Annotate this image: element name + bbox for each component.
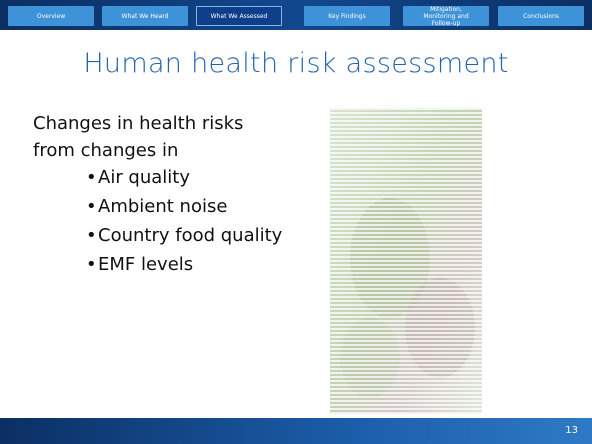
bullet: Air quality bbox=[86, 165, 308, 191]
nav-bar: Overview What We Heard What We Assessed … bbox=[0, 0, 592, 30]
slide-title: Human health risk assessment bbox=[83, 48, 509, 79]
nav-tab[interactable]: Conclusions bbox=[498, 6, 584, 26]
bullet: EMF levels bbox=[86, 252, 308, 278]
nav-tab[interactable]: What We Assessed bbox=[196, 6, 282, 26]
bullet: Ambient noise bbox=[86, 194, 308, 220]
nav-tab[interactable]: Overview bbox=[8, 6, 94, 26]
photo bbox=[330, 108, 482, 414]
nav-tab[interactable]: What We Heard bbox=[102, 6, 188, 26]
intro-text: Changes in health risks from changes in bbox=[33, 110, 313, 164]
intro-line: Changes in health risks bbox=[33, 113, 244, 134]
page-number: 13 bbox=[565, 425, 578, 436]
footer-bar: 13 bbox=[0, 418, 592, 444]
nav-tab[interactable]: Mitigation, Monitoring and Follow-up bbox=[403, 6, 489, 27]
bullet-list: Air quality Ambient noise Country food q… bbox=[86, 165, 308, 281]
bullet: Country food quality bbox=[86, 223, 308, 249]
intro-line: from changes in bbox=[33, 140, 179, 161]
nav-tab[interactable]: Key Findings bbox=[304, 6, 390, 26]
